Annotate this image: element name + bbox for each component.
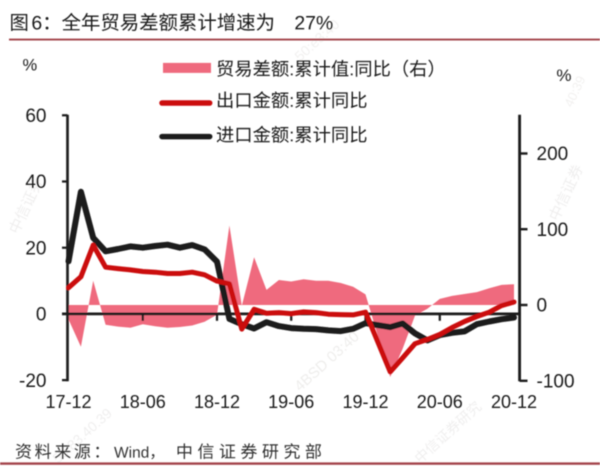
svg-text:-100: -100 bbox=[537, 371, 575, 392]
svg-text:0: 0 bbox=[537, 296, 548, 317]
svg-text:19-06: 19-06 bbox=[268, 392, 314, 412]
svg-text:20-12: 20-12 bbox=[491, 392, 537, 412]
svg-text:20: 20 bbox=[25, 238, 46, 259]
svg-text:20-06: 20-06 bbox=[417, 392, 463, 412]
svg-text:200: 200 bbox=[537, 144, 569, 165]
svg-text:%: % bbox=[556, 66, 571, 85]
svg-text:%: % bbox=[23, 57, 38, 75]
svg-text:100: 100 bbox=[537, 220, 569, 241]
svg-text:19-12: 19-12 bbox=[342, 392, 388, 412]
svg-text:18-12: 18-12 bbox=[194, 392, 240, 412]
svg-text:40: 40 bbox=[25, 172, 46, 193]
svg-text:17-12: 17-12 bbox=[45, 392, 91, 412]
svg-text:60: 60 bbox=[25, 106, 46, 127]
svg-text:0: 0 bbox=[36, 305, 47, 326]
svg-text:18-06: 18-06 bbox=[120, 392, 166, 412]
svg-text:-20: -20 bbox=[19, 371, 46, 392]
